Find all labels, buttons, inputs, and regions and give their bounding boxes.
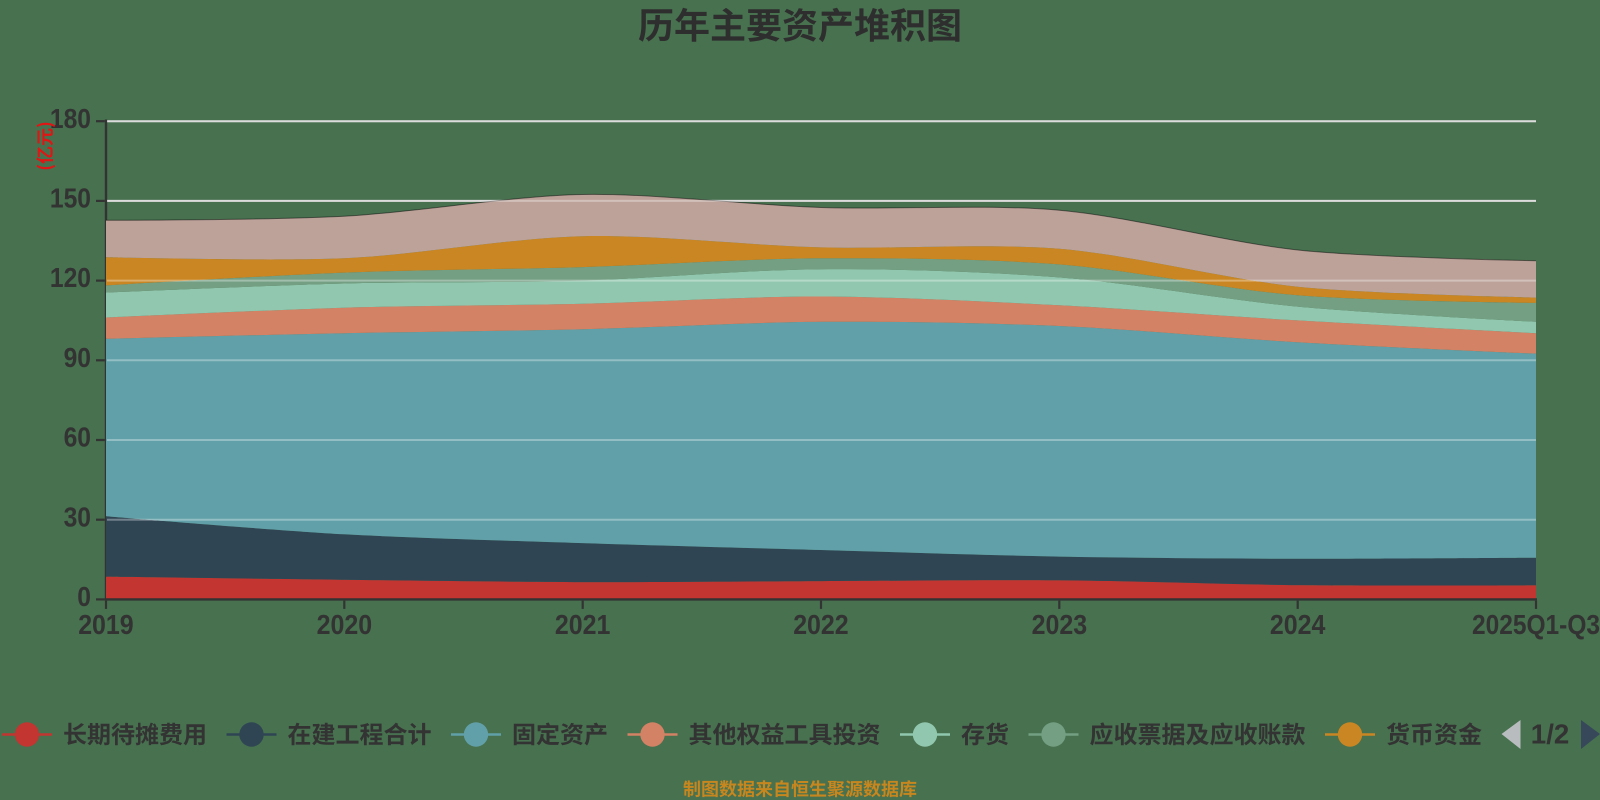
svg-text:30: 30 [64,501,91,532]
svg-text:2023: 2023 [1032,609,1088,640]
svg-text:2020: 2020 [317,609,373,640]
svg-text:2024: 2024 [1270,609,1326,640]
svg-text:2021: 2021 [555,609,611,640]
svg-text:2019: 2019 [78,609,134,640]
svg-text:2025Q1-Q3: 2025Q1-Q3 [1472,609,1600,640]
svg-text:0: 0 [77,581,91,612]
svg-text:2022: 2022 [793,609,849,640]
svg-text:60: 60 [64,422,91,453]
svg-text:120: 120 [50,262,91,293]
svg-text:1/2: 1/2 [1531,719,1570,750]
svg-text:150: 150 [50,183,91,214]
svg-text:180: 180 [50,103,91,134]
svg-text:90: 90 [64,342,91,373]
